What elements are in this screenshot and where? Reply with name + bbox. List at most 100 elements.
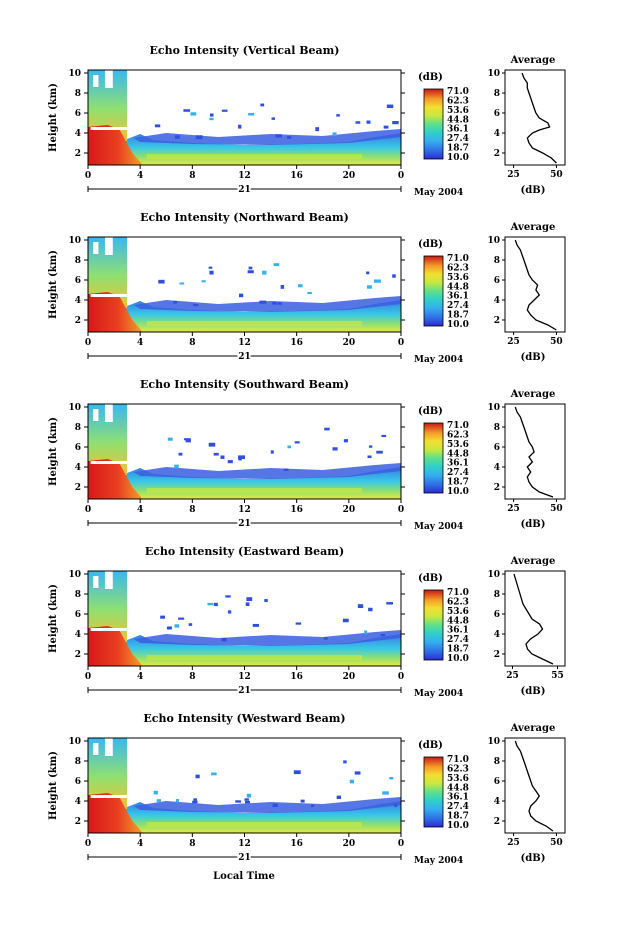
profile-y-tick-label: 10 bbox=[487, 737, 500, 747]
gap-patch bbox=[93, 576, 99, 588]
echo-core bbox=[88, 626, 143, 666]
y-tick-label: 2 bbox=[75, 650, 81, 660]
echo-speckle bbox=[307, 291, 312, 295]
profile-x-tick-label: 25 bbox=[507, 504, 520, 514]
echo-speckle bbox=[273, 263, 280, 267]
y-axis-label: Height (km) bbox=[48, 751, 59, 820]
echo-speckle bbox=[394, 804, 398, 807]
y-tick-label: 10 bbox=[68, 236, 81, 246]
echo-core bbox=[88, 292, 143, 332]
colorbar-label: 62.3 bbox=[447, 597, 469, 607]
profile-y-tick-label: 10 bbox=[487, 69, 500, 79]
date-label: May 2004 bbox=[414, 856, 463, 866]
y-tick-label: 8 bbox=[75, 757, 81, 767]
colorbar-label: 53.6 bbox=[447, 607, 469, 617]
echo-speckle bbox=[208, 266, 213, 269]
y-tick-label: 4 bbox=[75, 630, 81, 640]
echo-band bbox=[146, 822, 362, 827]
echo-core bbox=[88, 459, 143, 499]
profile-x-tick-label: 50 bbox=[550, 838, 563, 848]
colorbar-label: 10.0 bbox=[447, 487, 469, 497]
y-tick-label: 2 bbox=[75, 483, 81, 493]
colorbar-label: 62.3 bbox=[447, 430, 469, 440]
echo-speckle bbox=[271, 117, 275, 120]
echo-speckle bbox=[382, 791, 389, 795]
echo-speckle bbox=[239, 293, 244, 298]
colorbar-label: 62.3 bbox=[447, 764, 469, 774]
panel-title: Echo Intensity (Southward Beam) bbox=[140, 378, 349, 391]
x-tick-label: 0 bbox=[398, 171, 404, 181]
echo-speckle bbox=[225, 595, 231, 598]
echo-speckle bbox=[221, 637, 227, 642]
echo-speckle bbox=[178, 617, 185, 620]
echo-fringe bbox=[133, 463, 402, 479]
y-axis-label: Height (km) bbox=[48, 584, 59, 653]
colorbar-label: 36.1 bbox=[447, 626, 469, 636]
profile-x-label: (dB) bbox=[521, 686, 546, 697]
echo-band bbox=[146, 321, 362, 326]
y-tick-label: 4 bbox=[75, 797, 81, 807]
x-tick-label: 20 bbox=[343, 672, 356, 682]
x-tick-label: 0 bbox=[85, 505, 91, 515]
profile-x-tick-label: 55 bbox=[551, 671, 564, 681]
echo-fringe bbox=[133, 129, 402, 145]
echo-speckle bbox=[213, 602, 218, 607]
echo-speckle bbox=[311, 804, 315, 808]
x-tick-label: 0 bbox=[398, 672, 404, 682]
echo-speckle bbox=[272, 803, 278, 808]
echo-speckle bbox=[287, 136, 292, 139]
y-tick-label: 10 bbox=[68, 403, 81, 413]
panel-4: Echo Intensity (Westward Beam) 2 4 6 8 10 Heig… bbox=[48, 712, 566, 866]
profile-title: Average bbox=[510, 389, 556, 400]
date-mark: 21 bbox=[238, 686, 251, 696]
echo-speckle bbox=[174, 135, 180, 139]
echo-core bbox=[88, 793, 143, 833]
y-tick-label: 8 bbox=[75, 89, 81, 99]
colorbar-label: 18.7 bbox=[447, 812, 469, 822]
echo-speckle bbox=[343, 439, 348, 443]
colorbar-unit: (dB) bbox=[418, 239, 443, 250]
echo-speckle bbox=[248, 266, 253, 270]
panel-3: Echo Intensity (Eastward Beam) 2 4 6 8 10 Heig… bbox=[48, 545, 566, 699]
profile-line bbox=[513, 573, 554, 665]
x-tick-label: 0 bbox=[85, 672, 91, 682]
colorbar-label: 44.8 bbox=[447, 616, 469, 626]
echo-speckle bbox=[367, 455, 372, 458]
y-tick-label: 4 bbox=[75, 296, 81, 306]
echo-speckle bbox=[386, 104, 394, 109]
echo-speckle bbox=[381, 434, 387, 438]
echo-core bbox=[88, 125, 143, 165]
x-tick-label: 12 bbox=[238, 505, 251, 515]
echo-speckle bbox=[355, 121, 361, 124]
echo-speckle bbox=[154, 124, 161, 128]
profile-y-tick-label: 2 bbox=[494, 650, 500, 660]
profile-x-label: (dB) bbox=[521, 185, 546, 196]
echo-heatmap bbox=[88, 70, 402, 165]
x-tick-label: 0 bbox=[398, 505, 404, 515]
profile-y-tick-label: 6 bbox=[494, 443, 500, 453]
profile-y-tick-label: 8 bbox=[494, 89, 500, 99]
colorbar-label: 36.1 bbox=[447, 793, 469, 803]
colorbar-label: 44.8 bbox=[447, 783, 469, 793]
profile-title: Average bbox=[510, 723, 556, 734]
colorbar-label: 44.8 bbox=[447, 115, 469, 125]
colorbar-unit: (dB) bbox=[418, 573, 443, 584]
profile-x-tick-label: 25 bbox=[507, 838, 520, 848]
echo-speckle bbox=[262, 270, 267, 275]
colorbar-label: 71.0 bbox=[447, 588, 469, 598]
date-label: May 2004 bbox=[414, 522, 463, 532]
echo-speckle bbox=[332, 132, 337, 136]
colorbar-label: 36.1 bbox=[447, 125, 469, 135]
colorbar-label: 71.0 bbox=[447, 421, 469, 431]
echo-speckle bbox=[343, 760, 347, 764]
echo-speckle bbox=[178, 452, 183, 456]
y-tick-label: 6 bbox=[75, 109, 81, 119]
bright-band-gap bbox=[90, 127, 128, 130]
echo-speckle bbox=[174, 464, 179, 469]
echo-speckle bbox=[207, 602, 214, 606]
colorbar-unit: (dB) bbox=[418, 406, 443, 417]
y-tick-label: 8 bbox=[75, 256, 81, 266]
colorbar-label: 44.8 bbox=[447, 449, 469, 459]
echo-speckle bbox=[389, 776, 394, 780]
panel-title: Echo Intensity (Northward Beam) bbox=[140, 211, 349, 224]
